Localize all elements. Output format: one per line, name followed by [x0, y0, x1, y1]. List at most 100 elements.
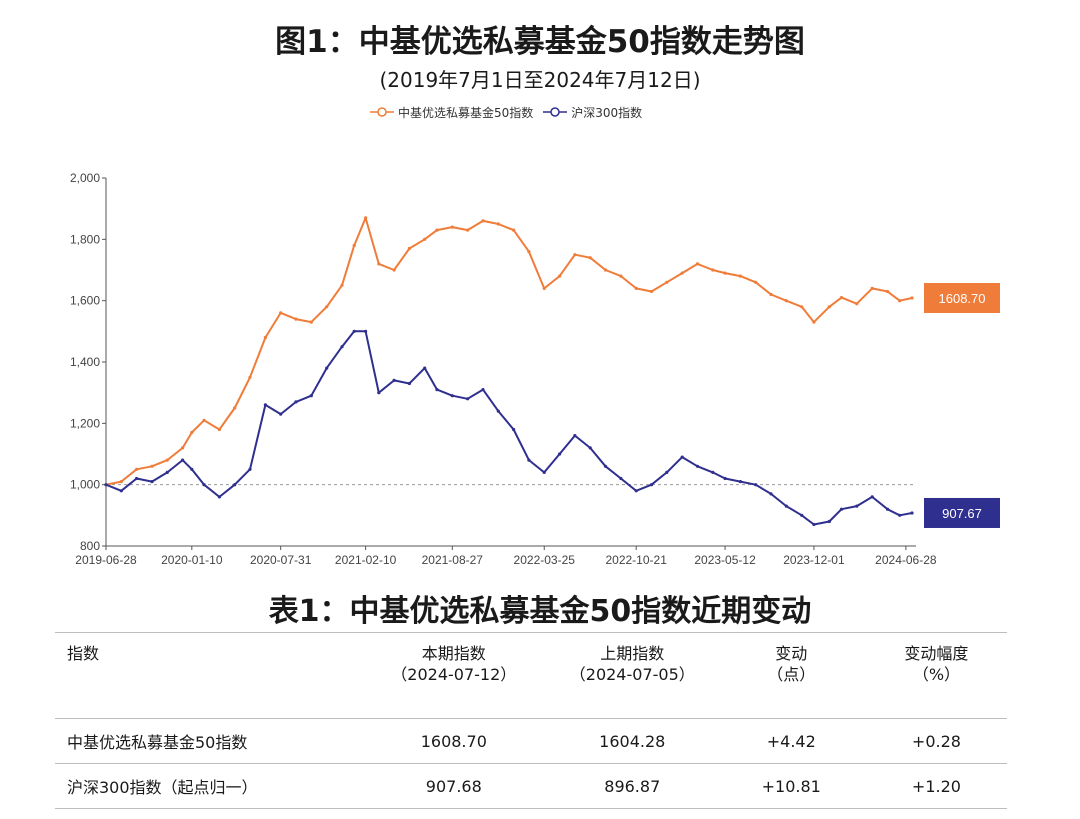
data-point-fund [392, 268, 396, 272]
header-previous: 上期指数 （2024-07-05） [569, 644, 695, 684]
data-point-hs300 [870, 495, 874, 499]
data-point-fund [754, 280, 758, 284]
data-point-hs300 [588, 446, 592, 450]
cell-current: 1608.70 [420, 731, 487, 751]
data-point-hs300 [165, 470, 169, 474]
data-point-fund [217, 427, 221, 432]
end-value-badge-hs300 [924, 497, 1000, 528]
data-point-hs300 [603, 464, 608, 468]
data-point-fund [135, 467, 139, 471]
y-tick-label: 1,600 [70, 294, 100, 308]
data-point-fund [558, 274, 562, 278]
data-point-hs300 [263, 403, 267, 407]
data-point-fund [181, 446, 185, 450]
data-point-hs300 [325, 366, 329, 370]
data-point-hs300 [855, 504, 859, 508]
legend-item-fund[interactable]: 中基优选私募基金50指数 [370, 104, 533, 121]
data-point-hs300 [202, 483, 206, 487]
data-point-fund [119, 480, 123, 484]
data-point-hs300 [309, 394, 313, 398]
data-point-fund [855, 302, 859, 306]
data-point-hs300 [279, 412, 283, 416]
data-point-hs300 [511, 427, 516, 432]
data-point-fund [827, 305, 831, 309]
table-row: 沪深300指数（起点归一） 907.68 896.87 +10.81 +1.20 [55, 763, 1007, 809]
y-tick-label: 2,000 [70, 171, 100, 185]
y-tick-label: 1,400 [70, 355, 100, 369]
data-point-fund [619, 274, 623, 278]
data-point-fund [634, 286, 638, 290]
data-point-fund [649, 289, 654, 294]
data-point-fund [150, 464, 154, 468]
legend-label-hs300: 沪深300指数 [571, 105, 643, 120]
cell-change: +4.42 [766, 731, 816, 751]
data-point-hs300 [695, 464, 700, 468]
cell-change: +10.81 [761, 776, 821, 796]
data-point-fund [481, 219, 485, 223]
data-point-hs300 [496, 409, 500, 413]
legend-blue-line-icon [543, 107, 568, 117]
legend-orange-line-icon [370, 107, 394, 117]
cell-change-pct: +0.28 [911, 731, 961, 751]
cell-current: 907.68 [425, 776, 482, 796]
x-tick-label: 2020-01-10 [161, 553, 223, 567]
x-tick-label: 2023-12-01 [783, 553, 845, 567]
cell-change-pct: +1.20 [911, 776, 961, 796]
data-point-fund [190, 430, 194, 435]
data-point-hs300 [466, 397, 470, 401]
data-point-fund [423, 237, 427, 241]
data-point-hs300 [233, 483, 237, 487]
data-point-hs300 [340, 345, 344, 349]
index-change-table: 指数 本期指数 （2024-07-12） 上期指数 （2024-07-05） 变动（… [55, 632, 1007, 809]
y-tick-label: 1,800 [70, 232, 100, 246]
chart-title: 图1：中基优选私募基金50指数走势图 [275, 24, 805, 60]
data-point-fund [466, 228, 470, 232]
data-point-fund [738, 274, 743, 278]
data-point-hs300 [392, 378, 396, 382]
data-point-hs300 [619, 476, 623, 481]
x-tick-label: 2022-10-21 [605, 553, 667, 567]
data-point-fund [325, 305, 329, 309]
data-point-hs300 [898, 513, 902, 517]
data-point-fund [248, 375, 252, 379]
data-point-fund [165, 458, 169, 462]
data-point-hs300 [665, 470, 669, 474]
data-point-fund [377, 262, 381, 266]
data-point-fund [885, 289, 890, 294]
x-tick-label: 2024-06-28 [875, 553, 937, 567]
data-point-fund [573, 253, 577, 257]
data-point-hs300 [248, 467, 252, 471]
data-point-fund [695, 262, 700, 266]
data-point-hs300 [352, 329, 356, 333]
data-point-fund [784, 299, 788, 303]
chart-subtitle: (2019年7月1日至2024年7月12日) [379, 68, 701, 92]
header-current: 本期指数 （2024-07-12） [391, 644, 517, 684]
x-tick-label: 2021-02-10 [335, 553, 397, 567]
data-point-hs300 [407, 381, 411, 386]
data-point-hs300 [558, 452, 562, 456]
cell-index-name: 中基优选私募基金50指数 [67, 733, 248, 752]
cell-previous: 1604.28 [599, 731, 666, 751]
data-point-fund [723, 271, 727, 275]
data-point-hs300 [738, 480, 743, 484]
data-point-fund [450, 225, 454, 229]
end-value-label-fund: 1608.70 [939, 291, 986, 306]
x-tick-label: 2023-05-12 [694, 553, 756, 567]
data-point-hs300 [423, 366, 427, 370]
data-point-hs300 [542, 470, 546, 474]
series-line-fund [105, 216, 913, 486]
x-tick-label: 2020-07-31 [250, 553, 312, 567]
data-point-hs300 [450, 394, 454, 398]
legend-label-fund: 中基优选私募基金50指数 [398, 105, 534, 120]
data-point-hs300 [190, 467, 194, 471]
legend-item-hs300[interactable]: 沪深300指数 [543, 104, 642, 121]
data-point-fund [527, 250, 531, 254]
data-point-fund [800, 305, 804, 309]
data-point-fund [340, 283, 344, 287]
data-point-fund [435, 228, 439, 232]
data-point-hs300 [481, 388, 485, 392]
data-point-fund [496, 222, 500, 226]
data-point-fund [364, 216, 368, 220]
end-value-label-hs300: 907.67 [942, 506, 982, 521]
header-change: 变动 （点） [767, 644, 816, 684]
